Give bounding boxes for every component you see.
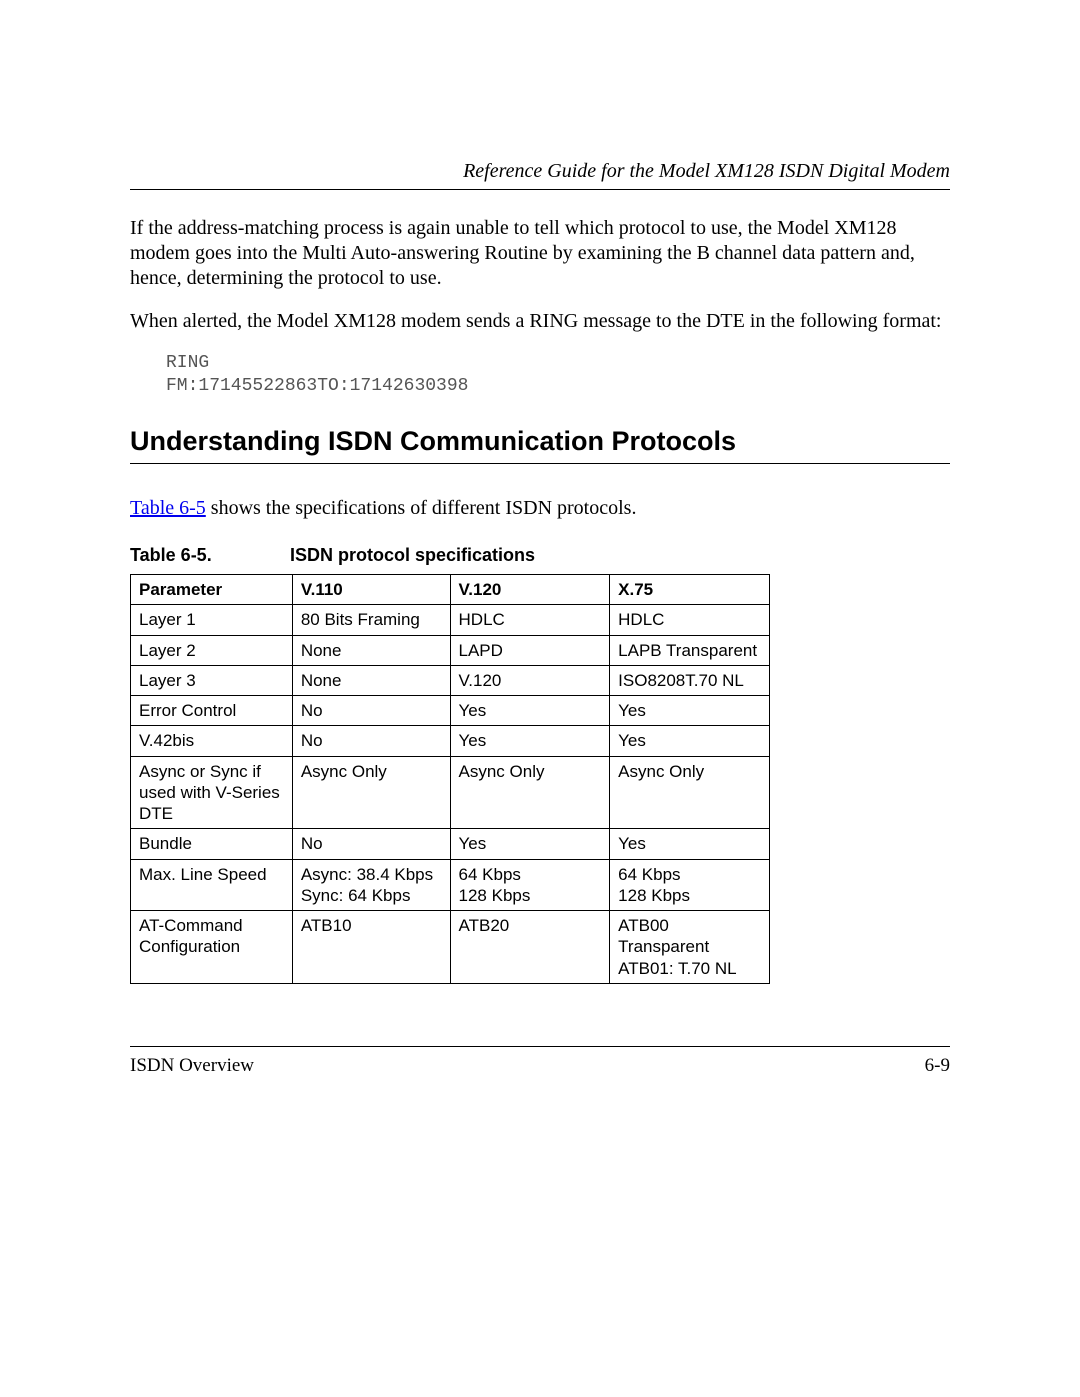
table-cell: LAPD [450, 635, 610, 665]
paragraph-intro: If the address-matching process is again… [130, 216, 950, 291]
table-link[interactable]: Table 6-5 [130, 497, 206, 519]
table-caption-title: ISDN protocol specifications [290, 545, 535, 565]
table-cell: Async Only [292, 756, 450, 829]
table-cell: AT-Command Configuration [131, 911, 293, 984]
footer-section-name: ISDN Overview [130, 1055, 254, 1077]
table-cell: Layer 2 [131, 635, 293, 665]
table-cell: ATB00 Transparent ATB01: T.70 NL [610, 911, 770, 984]
page-footer: ISDN Overview 6-9 [130, 1046, 950, 1077]
table-cell: No [292, 726, 450, 756]
table-cell: HDLC [610, 605, 770, 635]
table-cell: 64 Kbps128 Kbps [610, 859, 770, 911]
spec-table-header-row: ParameterV.110V.120X.75 [131, 575, 770, 605]
table-row: Layer 2NoneLAPDLAPB Transparent [131, 635, 770, 665]
code-block-ring: RING FM:17145522863TO:17142630398 [166, 352, 950, 398]
table-cell: 80 Bits Framing [292, 605, 450, 635]
table-cell: Yes [450, 726, 610, 756]
table-cell: No [292, 829, 450, 859]
table-cell: Layer 1 [131, 605, 293, 635]
table-cell: Bundle [131, 829, 293, 859]
paragraph-table-ref: Table 6-5 shows the specifications of di… [130, 496, 950, 521]
table-cell: Yes [610, 726, 770, 756]
table-header-cell: X.75 [610, 575, 770, 605]
table-cell: Yes [450, 696, 610, 726]
table-row: Async or Sync if used with V-Series DTEA… [131, 756, 770, 829]
table-row: V.42bisNoYesYes [131, 726, 770, 756]
table-header-cell: Parameter [131, 575, 293, 605]
table-cell: Async: 38.4 KbpsSync: 64 Kbps [292, 859, 450, 911]
table-row: Error ControlNoYesYes [131, 696, 770, 726]
table-row: Max. Line SpeedAsync: 38.4 KbpsSync: 64 … [131, 859, 770, 911]
table-row: Layer 3NoneV.120ISO8208T.70 NL [131, 665, 770, 695]
table-header-cell: V.110 [292, 575, 450, 605]
table-cell: No [292, 696, 450, 726]
running-header: Reference Guide for the Model XM128 ISDN… [130, 160, 950, 190]
table-cell: Yes [610, 829, 770, 859]
table-row: AT-Command ConfigurationATB10ATB20ATB00 … [131, 911, 770, 984]
table-cell: V.120 [450, 665, 610, 695]
section-heading: Understanding ISDN Communication Protoco… [130, 426, 950, 464]
table-caption-label: Table 6-5. [130, 545, 290, 566]
table-cell: ATB10 [292, 911, 450, 984]
table-cell: ISO8208T.70 NL [610, 665, 770, 695]
document-page: Reference Guide for the Model XM128 ISDN… [0, 0, 1080, 1397]
footer-page-number: 6-9 [925, 1055, 950, 1077]
table-cell: Layer 3 [131, 665, 293, 695]
paragraph-ring-intro: When alerted, the Model XM128 modem send… [130, 309, 950, 334]
table-cell: HDLC [450, 605, 610, 635]
spec-table-head: ParameterV.110V.120X.75 [131, 575, 770, 605]
table-cell: None [292, 635, 450, 665]
table-cell: 64 Kbps128 Kbps [450, 859, 610, 911]
table-cell: Async or Sync if used with V-Series DTE [131, 756, 293, 829]
table-cell: Yes [450, 829, 610, 859]
table-cell: None [292, 665, 450, 695]
paragraph-table-ref-rest: shows the specifications of different IS… [206, 497, 637, 519]
table-cell: Async Only [450, 756, 610, 829]
table-caption: Table 6-5.ISDN protocol specifications [130, 545, 950, 566]
table-cell: Max. Line Speed [131, 859, 293, 911]
spec-table: ParameterV.110V.120X.75 Layer 180 Bits F… [130, 574, 770, 984]
spec-table-body: Layer 180 Bits Framing HDLCHDLCLayer 2No… [131, 605, 770, 984]
table-header-cell: V.120 [450, 575, 610, 605]
table-cell: ATB20 [450, 911, 610, 984]
table-cell: LAPB Transparent [610, 635, 770, 665]
table-cell: Async Only [610, 756, 770, 829]
table-cell: Error Control [131, 696, 293, 726]
table-row: Layer 180 Bits Framing HDLCHDLC [131, 605, 770, 635]
table-cell: Yes [610, 696, 770, 726]
spacer [130, 468, 950, 496]
table-cell: V.42bis [131, 726, 293, 756]
table-row: BundleNoYesYes [131, 829, 770, 859]
